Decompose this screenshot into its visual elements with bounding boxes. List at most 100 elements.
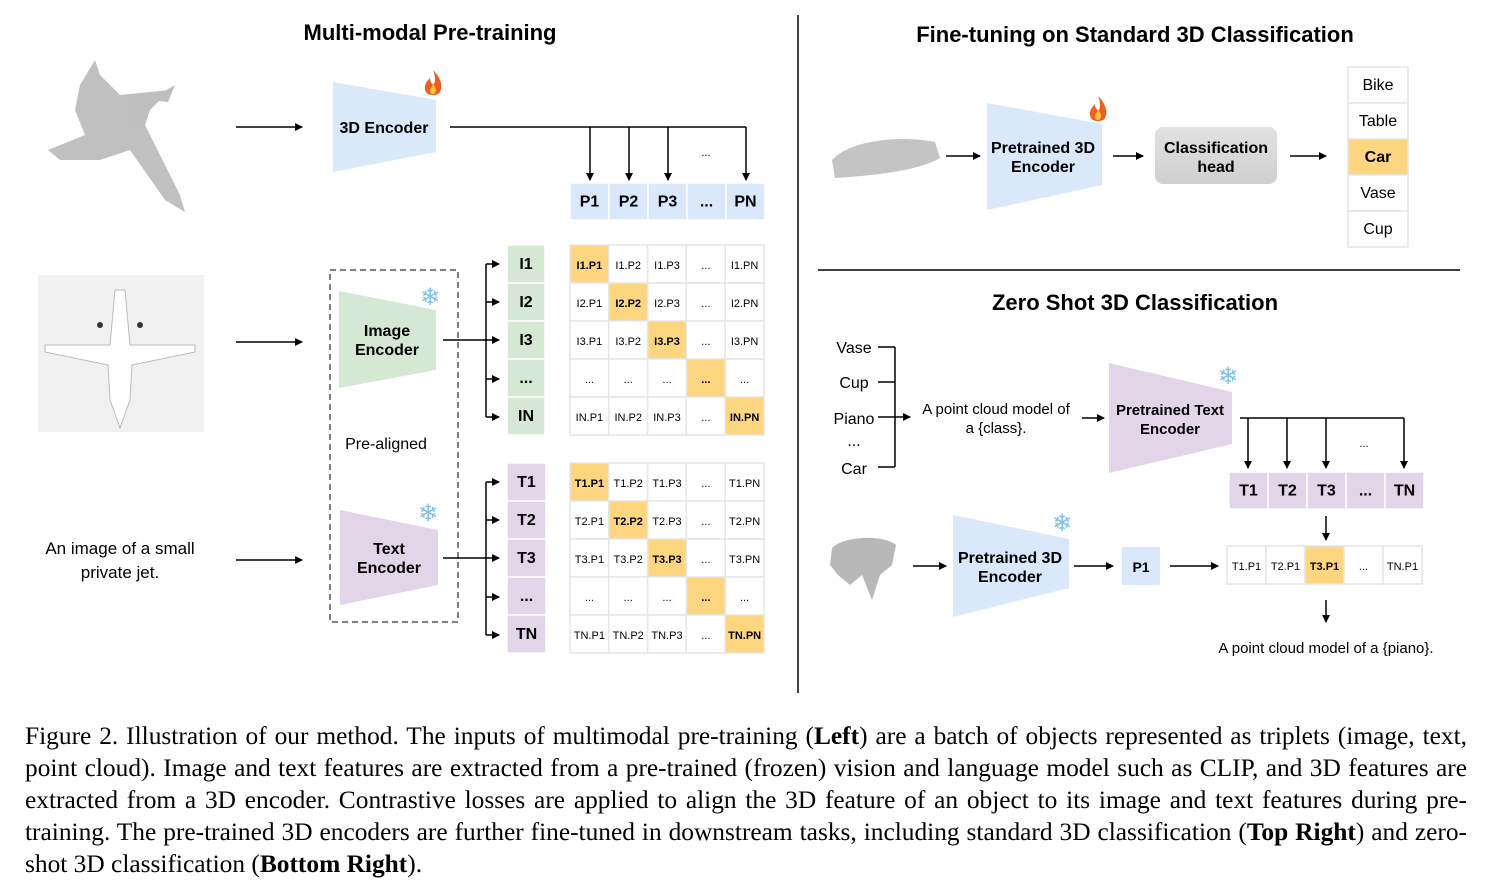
matrix-cell-label: I1.P3 xyxy=(654,260,680,272)
matrix-cell-label: ... xyxy=(701,478,710,490)
matrix-cell-box xyxy=(724,282,765,322)
ellipsis: ... xyxy=(701,147,710,159)
piano-point-cloud xyxy=(830,537,896,600)
matrix-cell-box xyxy=(646,500,688,540)
snowflake-icon: ❄ xyxy=(1218,362,1238,390)
caption-text: ) and zero-shot 3D classification ( xyxy=(25,818,1467,878)
matrix-cell-label: TN.PN xyxy=(728,630,761,642)
matrix-cell-label: ... xyxy=(740,592,749,604)
matrix-cell-label: T1.P3 xyxy=(652,478,681,490)
matrix-cell-label: ... xyxy=(585,592,594,604)
fire-icon xyxy=(424,70,442,95)
class-item-box xyxy=(1347,102,1409,140)
matrix-cell-label: I2.P1 xyxy=(577,298,603,310)
matrix-cell-label: ... xyxy=(701,592,710,604)
matrix-cell-label: T1.PN xyxy=(729,478,760,490)
zero-shot-class-list: Vase Cup Piano... Car xyxy=(834,340,875,478)
i-cell-box xyxy=(506,396,546,436)
t-connector-lines xyxy=(1240,417,1408,469)
snowflake-icon: ❄ xyxy=(418,499,438,527)
p-cell-box xyxy=(647,182,688,221)
score-cell-label: T3.P1 xyxy=(1310,561,1339,573)
prompt-template-line-2: a {class}. xyxy=(966,420,1027,437)
score-cell-label: T2.P1 xyxy=(1271,561,1300,573)
text-encoder-label-1: Text xyxy=(373,541,405,558)
matrix-cell-label: I2.PN xyxy=(731,298,759,310)
matrix-cell-label: I3.PN xyxy=(731,336,759,348)
zero-shot-class: Piano xyxy=(834,411,875,428)
matrix-cell-label: TN.P3 xyxy=(651,630,682,642)
p-cell-label: P1 xyxy=(580,194,600,211)
t-cell-label: TN xyxy=(1394,483,1415,500)
matrix-cell-label: T1.P2 xyxy=(614,478,643,490)
fanout-brackets xyxy=(443,260,500,639)
p1-box xyxy=(1122,547,1160,585)
matrix-cell-label: T3.P3 xyxy=(652,554,681,566)
pretrained-3d-encoder-shape xyxy=(987,103,1102,210)
matrix-cell-label: I2.P3 xyxy=(654,298,680,310)
airplane-image xyxy=(38,275,204,432)
matrix-cell-label: T3.P1 xyxy=(575,554,604,566)
caption-text: ) are a batch of objects represented as … xyxy=(25,722,1467,846)
matrix-cell-label: I3.P1 xyxy=(577,336,603,348)
matrix-cell-label: TN.P1 xyxy=(574,630,605,642)
image-encoder-label-2: Encoder xyxy=(355,342,419,359)
pretrained-3d-encoder-label-1: Pretrained 3D xyxy=(958,550,1062,567)
t-cell-label: T1 xyxy=(517,474,536,491)
class-bracket xyxy=(878,346,911,468)
matrix-cell-label: ... xyxy=(701,260,710,272)
matrix-cell-box xyxy=(646,614,688,654)
matrix-cell-label: ... xyxy=(585,374,594,386)
matrix-cell-label: I1.PN xyxy=(731,260,759,272)
matrix-cell-label: ... xyxy=(662,592,671,604)
score-cell-label: ... xyxy=(1359,561,1368,573)
matrix-cell-box xyxy=(685,462,726,502)
caption-emphasis: Bottom Right xyxy=(259,850,408,878)
matrix-cell-label: ... xyxy=(701,336,710,348)
caption-text: ). xyxy=(407,850,423,878)
score-cell-label: T1.P1 xyxy=(1232,561,1261,573)
pretrained-text-encoder-label-1: Pretrained Text xyxy=(1116,402,1224,419)
zero-shot-title: Zero Shot 3D Classification xyxy=(992,290,1278,315)
t-cell-box xyxy=(506,614,547,654)
text-encoder-label-2: Encoder xyxy=(357,560,421,577)
text-feature-row: T1 T2 T3... TN xyxy=(1228,471,1425,510)
t-cell-label: ... xyxy=(1359,483,1372,500)
matrix-cell-label: I2.P2 xyxy=(615,298,641,310)
score-cell-box xyxy=(1382,545,1423,585)
t-cell-box xyxy=(1384,471,1425,510)
matrix-cell-box xyxy=(685,500,726,540)
matrix-cell-box xyxy=(685,576,726,616)
matrix-cell-label: ... xyxy=(701,554,710,566)
matrix-cell-label: IN.P3 xyxy=(653,412,681,424)
matrix-cell-box xyxy=(724,244,765,284)
text-encoder-shape xyxy=(340,510,438,605)
matrix-cell-label: TN.P2 xyxy=(613,630,644,642)
class-item-label: Car xyxy=(1365,149,1392,166)
pretrained-3d-encoder-label-1: Pretrained 3D xyxy=(991,140,1095,157)
matrix-cell-label: ... xyxy=(701,516,710,528)
i-cell-label: I3 xyxy=(519,332,532,349)
zero-shot-class: Vase xyxy=(836,340,871,357)
matrix-cell-label: I3.P2 xyxy=(615,336,641,348)
matrix-cell-box xyxy=(569,576,610,616)
matrix-cell-box xyxy=(569,462,610,502)
t-cell-label: ... xyxy=(520,588,533,605)
score-cell-box xyxy=(1343,545,1384,585)
matrix-cell-box xyxy=(724,538,765,578)
image-3d-similarity-matrix: I1.P1 I1.P2 I1.P3... I1.PN I2.P1 I2.P2 I2.P3..… xyxy=(569,244,765,436)
t-cell-label: T2 xyxy=(517,512,536,529)
matrix-cell-box xyxy=(569,500,610,540)
i-cell-box xyxy=(506,282,546,322)
zero-shot-class: Cup xyxy=(839,375,868,392)
airplane-point-cloud xyxy=(48,60,185,212)
image-encoder-label-1: Image xyxy=(364,323,410,340)
matrix-cell-box xyxy=(724,396,765,436)
matrix-cell-box xyxy=(724,320,765,360)
matrix-cell-box xyxy=(569,614,610,654)
i-cell-label: ... xyxy=(519,370,532,387)
snowflake-icon: ❄ xyxy=(1052,509,1072,537)
matrix-cell-label: IN.P1 xyxy=(576,412,604,424)
matrix-cell-label: T2.P1 xyxy=(575,516,604,528)
matrix-cell-label: ... xyxy=(701,412,710,424)
